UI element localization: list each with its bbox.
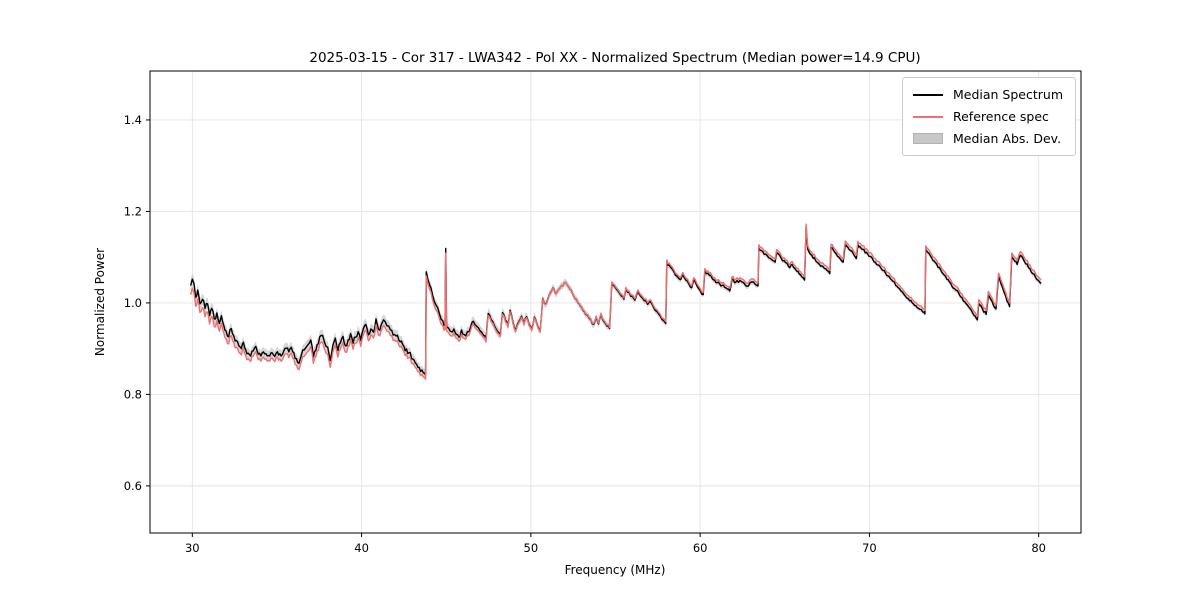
axis-ticks — [146, 119, 1040, 537]
x-axis-label: Frequency (MHz) — [565, 563, 666, 577]
reference-spec-line — [189, 223, 1042, 381]
y-tick-label: 0.6 — [124, 479, 142, 493]
x-tick-label: 80 — [1031, 541, 1046, 555]
plot-area-border — [149, 70, 1082, 534]
y-axis-label: Normalized Power — [93, 248, 107, 356]
x-tick-label: 60 — [693, 541, 708, 555]
y-tick-label: 1.2 — [124, 204, 142, 218]
x-tick-label: 70 — [862, 541, 877, 555]
y-tick-label: 1.0 — [124, 296, 142, 310]
y-tick-label: 0.8 — [124, 387, 142, 401]
y-tick-label: 1.4 — [124, 113, 142, 127]
mad-band-swatch — [912, 133, 943, 144]
x-tick-label: 50 — [524, 541, 539, 555]
mad-band — [190, 225, 1042, 380]
x-tick-label: 40 — [354, 541, 369, 555]
legend-label-median-abs-dev: Median Abs. Dev. — [952, 131, 1062, 146]
axis-tick-labels: 30 40 50 60 70 80 0.6 0.8 1.0 1.2 1.4 — [124, 113, 1046, 555]
median-line-swatch — [912, 93, 943, 96]
legend-label-median-spectrum: Median Spectrum — [952, 87, 1063, 102]
legend-item-median-spectrum: Median Spectrum — [912, 85, 1063, 104]
legend-item-median-abs-dev: Median Abs. Dev. — [912, 129, 1063, 148]
x-tick-label: 30 — [185, 541, 200, 555]
legend-label-reference-spec: Reference spec — [952, 109, 1049, 124]
chart-title: 2025-03-15 - Cor 317 - LWA342 - Pol XX -… — [309, 50, 920, 66]
legend: Median Spectrum Reference spec Median Ab… — [901, 77, 1076, 156]
legend-item-reference-spec: Reference spec — [912, 107, 1063, 126]
reference-line-swatch — [912, 115, 943, 118]
